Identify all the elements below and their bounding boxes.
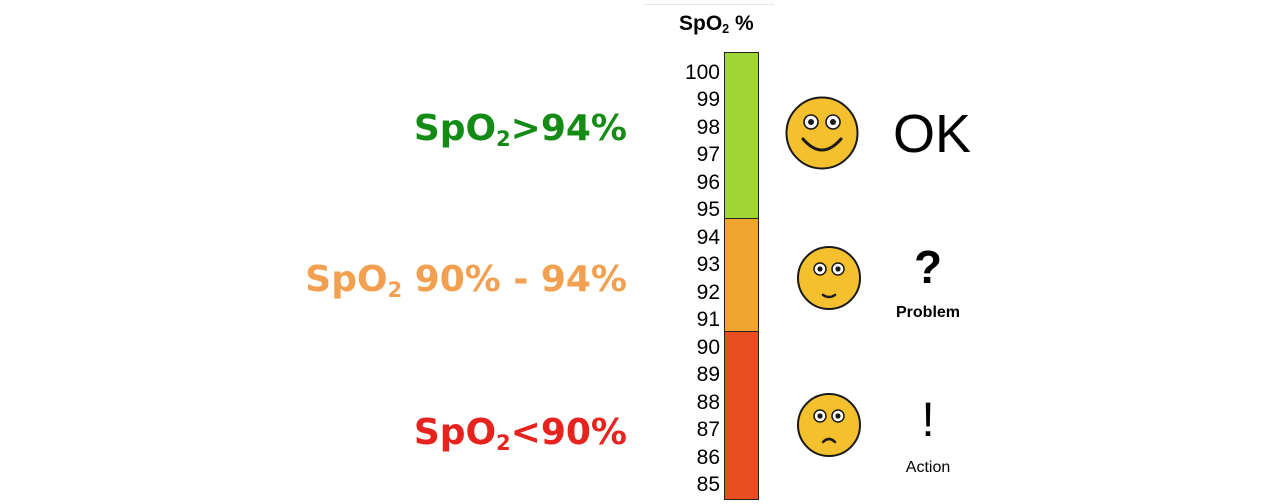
status-ok-text: OK bbox=[892, 104, 972, 164]
tick-label: 85 bbox=[696, 473, 720, 496]
tick-label: 95 bbox=[696, 198, 720, 221]
smiley-face-icon bbox=[785, 96, 859, 170]
tick-label: 98 bbox=[696, 116, 720, 139]
tick-label: 91 bbox=[696, 308, 720, 331]
band-action bbox=[724, 331, 759, 500]
tick-label: 92 bbox=[696, 281, 720, 304]
tick-label: 86 bbox=[696, 446, 720, 469]
band-ok bbox=[724, 52, 759, 219]
tick-label: 87 bbox=[696, 418, 720, 441]
worried-face-icon bbox=[797, 393, 861, 457]
tick-label: 99 bbox=[696, 88, 720, 111]
tick-label: 96 bbox=[696, 171, 720, 194]
band-problem bbox=[724, 218, 759, 332]
tick-label: 97 bbox=[696, 143, 720, 166]
neutral-face-icon bbox=[797, 246, 861, 310]
tick-label: 100 bbox=[684, 61, 720, 84]
zone-label-ok: SpO2>94% bbox=[413, 108, 627, 151]
status-caption-action: Action bbox=[905, 459, 951, 476]
tick-label: 89 bbox=[696, 363, 720, 386]
tick-label: 93 bbox=[696, 253, 720, 276]
status-caption-problem: Problem bbox=[895, 304, 961, 321]
zone-label-action: SpO2<90% bbox=[413, 412, 627, 455]
exclamation-icon: ! bbox=[921, 394, 935, 447]
zone-label-problem: SpO2 90% - 94% bbox=[305, 259, 627, 302]
top-divider bbox=[644, 4, 774, 5]
tick-label: 88 bbox=[696, 391, 720, 414]
question-mark-icon: ? bbox=[913, 241, 943, 293]
scale-title: SpO2 % bbox=[679, 12, 754, 37]
tick-label: 94 bbox=[696, 226, 720, 249]
tick-label: 90 bbox=[696, 336, 720, 359]
